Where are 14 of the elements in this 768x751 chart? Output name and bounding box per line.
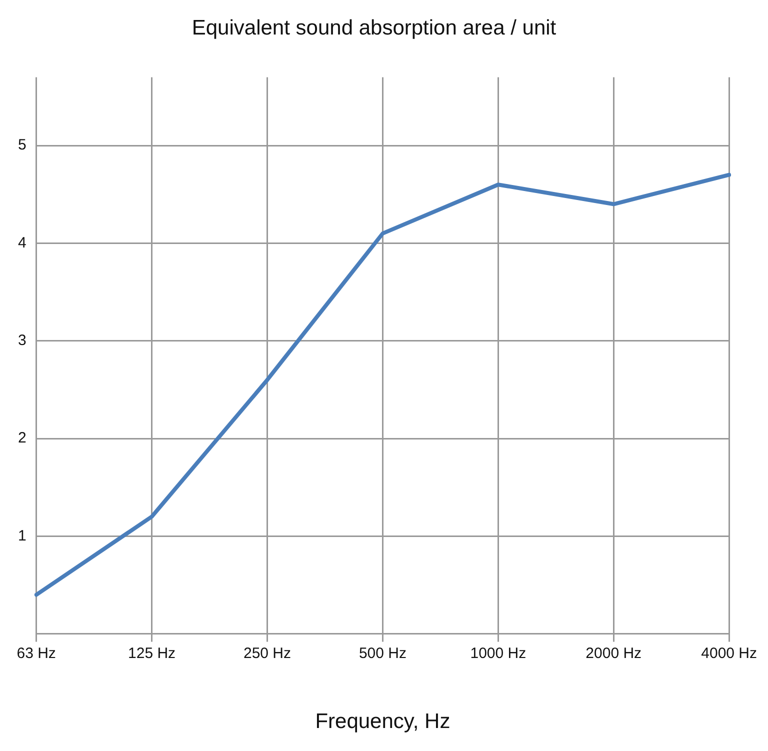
x-axis-title: Frequency, Hz bbox=[315, 710, 450, 734]
y-tick-label: 5 bbox=[18, 136, 26, 154]
x-tick-label: 4000 Hz bbox=[701, 644, 758, 662]
x-tick-label: 2000 Hz bbox=[586, 644, 642, 662]
x-tick-label: 125 Hz bbox=[128, 644, 176, 662]
y-tick-label: 4 bbox=[18, 234, 26, 252]
x-tick-label: 250 Hz bbox=[243, 644, 292, 662]
chart-title: Equivalent sound absorption area / unit bbox=[192, 16, 556, 40]
x-tick-label: 500 Hz bbox=[358, 644, 406, 662]
y-tick-label: 3 bbox=[18, 332, 26, 349]
x-tick-label: 63 Hz bbox=[16, 644, 56, 662]
x-tick-label: 1000 Hz bbox=[470, 644, 526, 662]
y-tick-label: 2 bbox=[18, 430, 26, 447]
y-tick-label: 1 bbox=[18, 527, 26, 544]
